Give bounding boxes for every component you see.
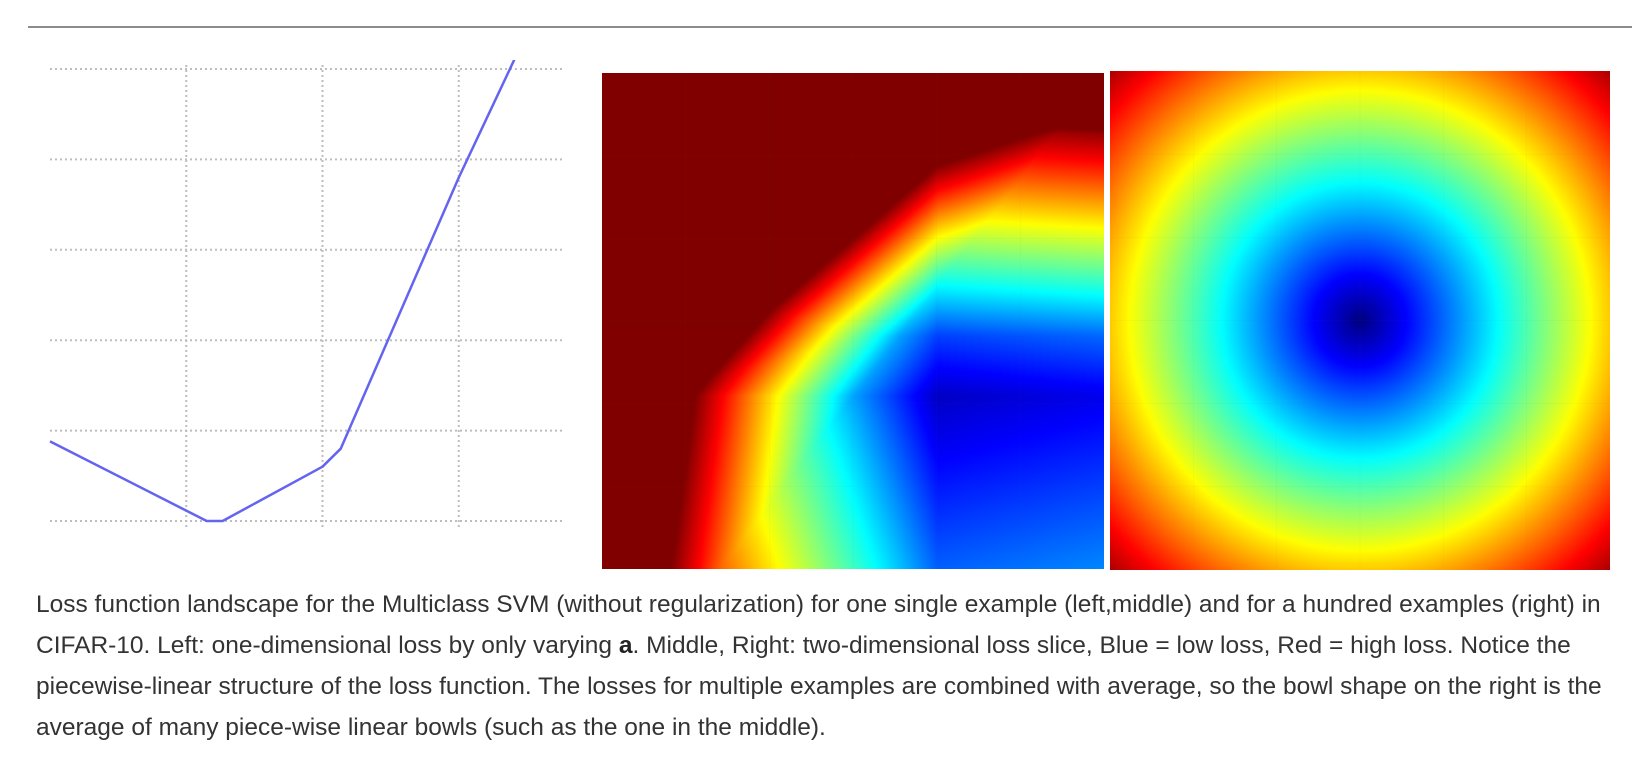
heatmap-right-grid <box>1110 71 1610 570</box>
top-divider <box>28 26 1632 28</box>
heatmap-middle-grid <box>602 73 1104 569</box>
loss-2d-heatmap-average <box>1110 71 1610 570</box>
heatmap-right-canvas <box>1110 71 1610 570</box>
loss-1d-chart <box>49 60 562 530</box>
heatmap-middle-canvas <box>602 73 1104 569</box>
figure-caption: Loss function landscape for the Multicla… <box>36 584 1622 748</box>
loss-line-series <box>49 60 516 523</box>
loss-2d-heatmap-single <box>602 73 1104 569</box>
caption-text-1: Loss function landscape for the Multicla… <box>36 591 1601 659</box>
caption-bold-variable: a <box>618 632 633 659</box>
caption-text-2: . Middle, Right: two-dimensional loss sl… <box>36 632 1602 741</box>
